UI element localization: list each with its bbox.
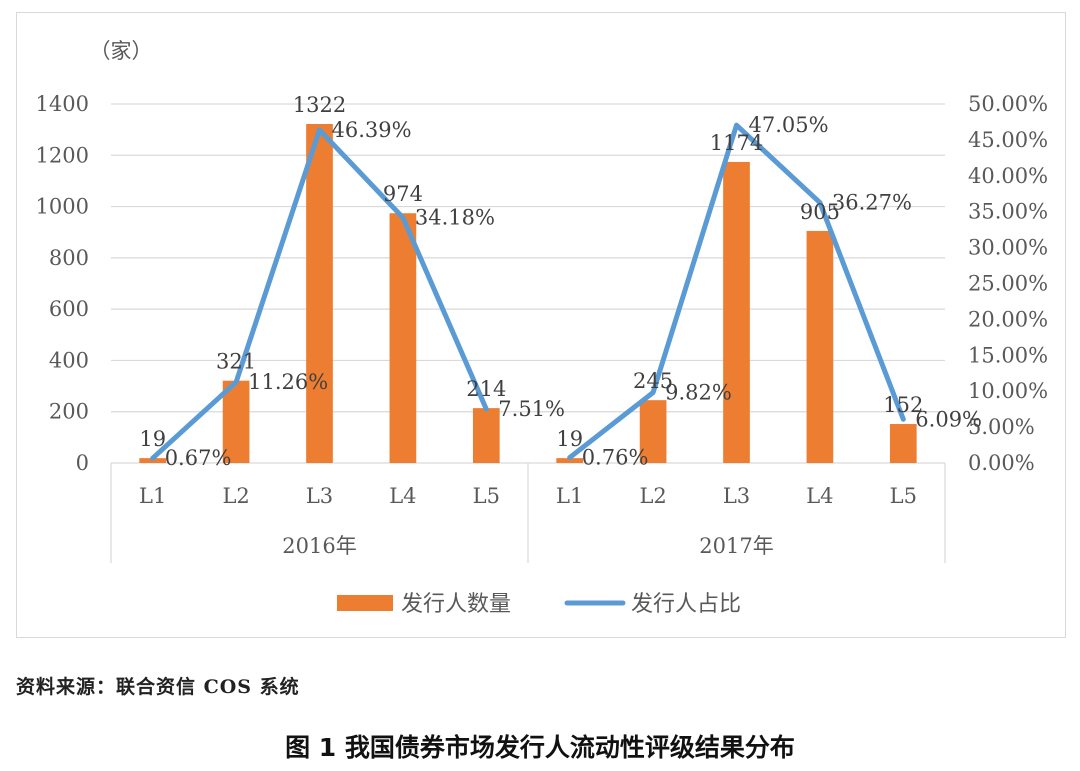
bar-value-label: 1322 bbox=[293, 93, 346, 117]
left-axis-tick-label: 1400 bbox=[36, 92, 89, 116]
bar-value-label: 19 bbox=[556, 427, 583, 451]
right-axis-tick-label: 50.00% bbox=[968, 92, 1048, 116]
legend-label-bar: 发行人数量 bbox=[401, 592, 511, 617]
bar bbox=[806, 230, 834, 463]
bar-value-label: 321 bbox=[216, 350, 256, 374]
line-value-label: 0.76% bbox=[582, 446, 649, 470]
right-axis-tick-label: 30.00% bbox=[968, 236, 1048, 260]
bar-value-label: 152 bbox=[883, 393, 923, 417]
category-tick-label: L4 bbox=[806, 484, 833, 508]
left-axis-tick-label: 1200 bbox=[36, 143, 89, 167]
bar bbox=[639, 400, 667, 463]
bar bbox=[556, 458, 584, 463]
left-axis-tick-label: 200 bbox=[49, 400, 89, 424]
right-axis-tick-label: 35.00% bbox=[968, 200, 1048, 224]
chart-frame: 0 200 400 600 800 1000 1200 1400 （家） 0.00% 5.00% 10… bbox=[16, 12, 1066, 638]
left-axis-tick-label: 1000 bbox=[36, 195, 89, 219]
right-axis-tick-label: 20.00% bbox=[968, 307, 1048, 331]
line-value-label: 7.51% bbox=[498, 397, 565, 421]
bar-value-label: 245 bbox=[633, 369, 673, 393]
left-axis-tick-label: 600 bbox=[49, 297, 89, 321]
legend-swatch-bar bbox=[337, 595, 393, 611]
right-axis-tick-label: 10.00% bbox=[968, 379, 1048, 403]
line-value-label: 46.39% bbox=[332, 118, 412, 142]
bar bbox=[306, 124, 333, 463]
group-tick-label: 2017年 bbox=[699, 534, 773, 558]
line-series bbox=[150, 127, 489, 461]
bar bbox=[472, 408, 500, 463]
line-series bbox=[567, 122, 906, 461]
right-axis-tick-label: 25.00% bbox=[968, 272, 1048, 296]
category-tick-label: L1 bbox=[556, 484, 583, 508]
left-axis-tick-label: 0 bbox=[76, 451, 89, 475]
category-tick-label: L3 bbox=[306, 484, 333, 508]
left-axis-tick-label: 400 bbox=[49, 348, 89, 372]
bar-value-label: 1174 bbox=[710, 131, 763, 155]
bar-value-label: 974 bbox=[383, 182, 423, 206]
line-value-label: 9.82% bbox=[665, 380, 732, 404]
bar-value-label: 905 bbox=[800, 200, 840, 224]
line-value-label: 34.18% bbox=[415, 206, 495, 230]
chart-svg: 0 200 400 600 800 1000 1200 1400 （家） 0.00% 5.00% 10… bbox=[36, 39, 1049, 617]
legend-label-line: 发行人占比 bbox=[631, 592, 741, 617]
figure-caption: 图 1 我国债券市场发行人流动性评级结果分布 bbox=[285, 733, 795, 762]
right-axis-tick-label: 0.00% bbox=[968, 451, 1035, 475]
bar bbox=[389, 213, 417, 463]
right-axis-tick-label: 40.00% bbox=[968, 164, 1048, 188]
category-tick-label: L3 bbox=[723, 484, 750, 508]
right-axis-tick-label: 5.00% bbox=[968, 415, 1035, 439]
right-axis-tick-label: 45.00% bbox=[968, 128, 1048, 152]
left-axis-unit-label: （家） bbox=[90, 39, 153, 63]
bar-value-label: 214 bbox=[466, 377, 506, 401]
category-tick-label: L2 bbox=[222, 484, 249, 508]
bar bbox=[889, 424, 917, 463]
category-tick-label: L5 bbox=[473, 484, 500, 508]
bar bbox=[723, 161, 750, 463]
bar-value-label: 19 bbox=[139, 427, 166, 451]
line-value-label: 47.05% bbox=[749, 113, 829, 137]
source-note: 资料来源：联合资信 COS 系统 bbox=[16, 676, 300, 698]
category-tick-label: L4 bbox=[389, 484, 416, 508]
line-value-label: 6.09% bbox=[915, 407, 982, 431]
group-tick-label: 2016年 bbox=[282, 534, 356, 558]
category-tick-label: L1 bbox=[139, 484, 166, 508]
category-tick-label: L2 bbox=[639, 484, 666, 508]
left-axis-tick-label: 800 bbox=[49, 246, 89, 270]
category-tick-label: L5 bbox=[890, 484, 917, 508]
line-value-label: 11.26% bbox=[248, 370, 328, 394]
bar bbox=[222, 380, 250, 463]
line-value-label: 36.27% bbox=[832, 191, 912, 215]
line-value-label: 0.67% bbox=[165, 446, 232, 470]
right-axis-tick-label: 15.00% bbox=[968, 343, 1048, 367]
